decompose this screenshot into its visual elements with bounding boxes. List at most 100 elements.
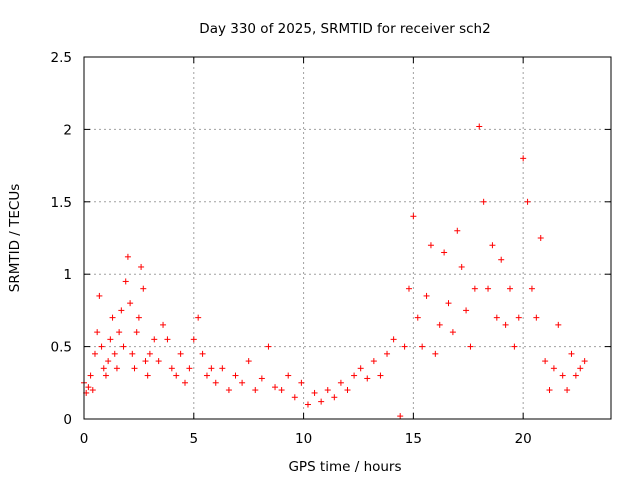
data-point xyxy=(219,365,226,372)
data-point xyxy=(89,387,96,394)
data-point xyxy=(449,329,456,336)
data-point xyxy=(118,307,125,314)
plot-frame xyxy=(83,56,612,420)
data-point xyxy=(129,350,136,357)
data-point xyxy=(87,372,94,379)
data-point xyxy=(232,372,239,379)
data-point xyxy=(225,387,232,394)
data-point xyxy=(186,365,193,372)
data-point xyxy=(100,365,107,372)
data-point xyxy=(390,336,397,343)
data-point xyxy=(520,155,527,162)
data-point xyxy=(291,394,298,401)
data-point xyxy=(122,278,129,285)
data-point xyxy=(524,198,531,205)
data-point xyxy=(397,413,404,420)
y-tick-label: 1.5 xyxy=(51,195,72,211)
data-point xyxy=(377,372,384,379)
data-point xyxy=(111,350,118,357)
data-point xyxy=(120,343,127,350)
data-point xyxy=(370,358,377,365)
data-point xyxy=(133,329,140,336)
data-point xyxy=(419,343,426,350)
data-point xyxy=(318,398,325,405)
data-point xyxy=(427,242,434,249)
data-point xyxy=(138,263,145,270)
data-point xyxy=(164,336,171,343)
data-point xyxy=(485,285,492,292)
data-point xyxy=(127,300,134,307)
x-tick-label: 0 xyxy=(80,431,89,447)
data-point xyxy=(351,372,358,379)
data-point xyxy=(405,285,412,292)
data-point xyxy=(146,350,153,357)
data-point xyxy=(285,372,292,379)
x-tick-label: 20 xyxy=(515,431,532,447)
data-point xyxy=(155,358,162,365)
data-point xyxy=(564,387,571,394)
data-point xyxy=(252,387,259,394)
data-point xyxy=(414,314,421,321)
data-point xyxy=(572,372,579,379)
data-point xyxy=(98,343,105,350)
data-point xyxy=(177,350,184,357)
data-point xyxy=(423,292,430,299)
data-point xyxy=(493,314,500,321)
y-axis-label: SRMTID / TECUs xyxy=(7,184,23,292)
y-tick-label: 0.5 xyxy=(51,340,72,356)
data-point xyxy=(515,314,522,321)
data-point xyxy=(203,372,210,379)
data-point xyxy=(131,365,138,372)
data-point xyxy=(94,329,101,336)
axis-ticks: 0 5 10 15 20 0 0.5 1 1.5 2 2.5 xyxy=(51,50,611,447)
data-point xyxy=(116,329,123,336)
data-point xyxy=(304,401,311,408)
data-point xyxy=(298,379,305,386)
data-point xyxy=(272,384,279,391)
data-point xyxy=(337,379,344,386)
chart-title: Day 330 of 2025, SRMTID for receiver sch… xyxy=(199,21,490,37)
data-point xyxy=(85,384,92,391)
data-point xyxy=(140,285,147,292)
data-point xyxy=(480,198,487,205)
data-point xyxy=(107,336,114,343)
data-point xyxy=(436,321,443,328)
data-point xyxy=(278,387,285,394)
data-point xyxy=(344,387,351,394)
data-point xyxy=(559,372,566,379)
data-point xyxy=(489,242,496,249)
data-point xyxy=(528,285,535,292)
data-point xyxy=(142,358,149,365)
data-point xyxy=(357,365,364,372)
data-point xyxy=(506,285,513,292)
data-point xyxy=(173,372,180,379)
y-tick-label: 1 xyxy=(63,267,72,283)
data-point xyxy=(498,256,505,263)
y-tick-label: 0 xyxy=(63,412,72,428)
data-point xyxy=(401,343,408,350)
data-point xyxy=(458,263,465,270)
data-point xyxy=(441,249,448,256)
data-point xyxy=(168,365,175,372)
data-point xyxy=(463,307,470,314)
data-point xyxy=(511,343,518,350)
data-point xyxy=(533,314,540,321)
data-point xyxy=(410,213,417,220)
data-point xyxy=(432,350,439,357)
data-point xyxy=(102,372,109,379)
data-point xyxy=(239,379,246,386)
x-tick-label: 5 xyxy=(189,431,198,447)
data-point xyxy=(91,350,98,357)
data-point xyxy=(208,365,215,372)
data-point xyxy=(199,350,206,357)
data-point xyxy=(105,358,112,365)
data-point xyxy=(311,389,318,396)
data-point xyxy=(546,387,553,394)
x-axis-label: GPS time / hours xyxy=(288,459,401,475)
data-point xyxy=(124,253,131,260)
data-point xyxy=(581,358,588,365)
data-point xyxy=(212,379,219,386)
data-point xyxy=(550,365,557,372)
data-point xyxy=(364,375,371,382)
